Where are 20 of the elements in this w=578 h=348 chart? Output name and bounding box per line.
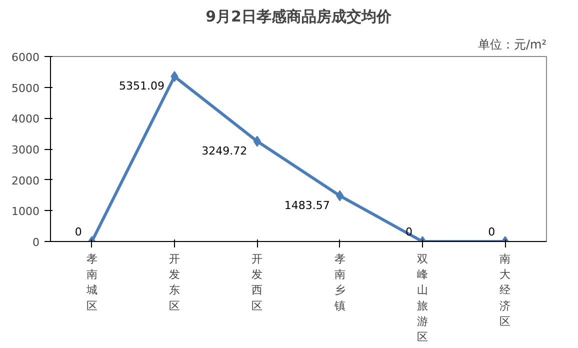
- data-label: 3249.72: [202, 144, 248, 158]
- x-tick-label: 南大经济区: [500, 252, 511, 328]
- y-tick-label: 1000: [12, 205, 40, 218]
- y-tick-label: 3000: [12, 144, 40, 156]
- data-label: 1483.57: [284, 198, 330, 212]
- y-tick-label: 6000: [12, 51, 40, 64]
- text: 单位：元/m²: [478, 38, 547, 52]
- y-tick-label: 0: [32, 236, 40, 249]
- x-tick-label: 双峰山旅游区: [417, 252, 428, 344]
- chart-title: 9月2日孝感商品房成交均价: [206, 8, 392, 26]
- x-tick-label: 孝南乡镇: [333, 252, 346, 312]
- data-label: 5351.09: [119, 80, 165, 93]
- y-tick-label: 5000: [12, 82, 40, 95]
- data-label: 0: [488, 226, 496, 238]
- x-tick-label: 开发东区: [169, 252, 180, 312]
- data-label: 0: [74, 226, 82, 238]
- y-tick-label: 2000: [12, 174, 40, 188]
- x-tick-label: 开发西区: [252, 252, 263, 312]
- x-tick-label: 孝南城区: [85, 252, 98, 312]
- y-tick-label: 4000: [12, 112, 40, 126]
